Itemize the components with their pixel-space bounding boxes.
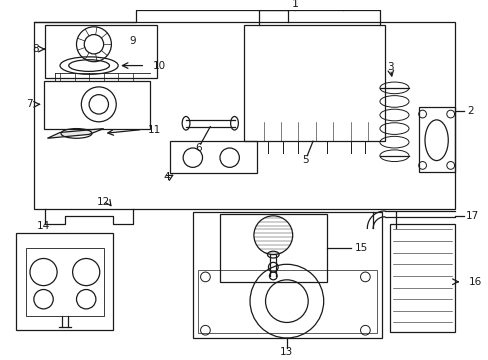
Bar xyxy=(17,233,113,330)
Text: 17: 17 xyxy=(465,211,478,221)
Bar xyxy=(34,22,454,209)
Text: 15: 15 xyxy=(354,243,367,253)
Bar xyxy=(220,214,326,282)
Bar xyxy=(26,248,103,316)
Text: 3: 3 xyxy=(386,62,393,72)
Text: 6: 6 xyxy=(195,143,202,153)
Text: 2: 2 xyxy=(466,106,472,116)
Text: 13: 13 xyxy=(280,347,293,356)
Bar xyxy=(43,81,150,129)
Text: 5: 5 xyxy=(302,154,308,165)
Bar xyxy=(389,224,454,332)
Bar xyxy=(192,212,381,338)
Bar xyxy=(169,141,256,173)
Text: 9: 9 xyxy=(129,36,136,46)
Text: 1: 1 xyxy=(291,0,299,9)
Text: 12: 12 xyxy=(97,197,110,207)
Polygon shape xyxy=(47,129,103,138)
Bar xyxy=(244,25,384,141)
Text: 11: 11 xyxy=(147,125,161,135)
Text: 16: 16 xyxy=(468,277,482,287)
Bar xyxy=(418,107,454,172)
Text: 7: 7 xyxy=(26,99,32,109)
Bar xyxy=(45,25,157,78)
Text: 10: 10 xyxy=(153,60,166,71)
Text: 4: 4 xyxy=(163,172,170,182)
Text: 8: 8 xyxy=(32,44,39,54)
Text: 14: 14 xyxy=(37,221,50,230)
Bar xyxy=(197,270,376,333)
